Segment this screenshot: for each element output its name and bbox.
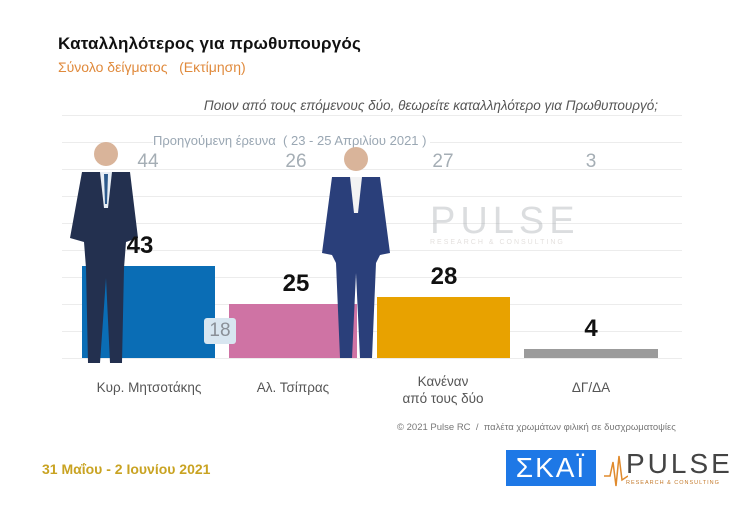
watermark-brand: PULSE [430, 200, 580, 242]
gridline [62, 169, 682, 170]
gridline [62, 115, 682, 116]
previous-survey-label: Προηγούμενη έρευνα ( 23 - 25 Απριλίου 20… [153, 133, 431, 148]
previous-value: 44 [137, 151, 159, 172]
survey-date: 31 Μαΐου - 2 Ιουνίου 2021 [42, 461, 211, 477]
category-label: Κυρ. Μητσοτάκης [96, 380, 202, 395]
survey-question: Ποιον από τους επόμενους δύο, θεωρείτε κ… [203, 98, 658, 113]
copyright-note: © 2021 Pulse RC / παλέτα χρωμάτων φιλική… [397, 422, 676, 433]
value-label: 25 [282, 270, 310, 297]
category-label: Αλ. Τσίπρας [256, 380, 330, 395]
chart-subtitle: Σύνολο δείγματος (Εκτίμηση) [58, 59, 246, 75]
gridline [62, 358, 682, 359]
bar-neither [377, 297, 510, 358]
previous-value: 27 [432, 151, 454, 172]
pulse-logo-tagline: RESEARCH & CONSULTING [626, 480, 720, 486]
value-label: 4 [584, 315, 598, 342]
category-label: ΔΓ/ΔΑ [571, 380, 611, 395]
gap-badge: 18 [204, 318, 236, 344]
tsipras-photo [318, 143, 394, 363]
pulse-watermark: PULSE RESEARCH & CONSULTING [430, 200, 580, 246]
previous-value: 3 [585, 151, 597, 172]
bar-dk-na [524, 349, 658, 358]
watermark-tagline: RESEARCH & CONSULTING [430, 239, 565, 246]
category-label-line1: Κανέναν [417, 374, 469, 389]
previous-value: 26 [285, 151, 307, 172]
pulse-logo-text: PULSE [626, 448, 733, 479]
pulse-logo: PULSE RESEARCH & CONSULTING [604, 448, 730, 490]
bar-tsipras [229, 304, 357, 358]
mitsotakis-photo [64, 138, 144, 368]
value-label: 43 [126, 232, 154, 259]
chart-title: Καταλληλότερος για πρωθυπουργός [58, 34, 362, 53]
pulse-wave-icon [604, 455, 628, 487]
skai-logo: ΣΚΑΪ [506, 450, 596, 486]
value-label: 28 [430, 263, 458, 290]
category-label: Κανέναν από τους δύο [368, 373, 518, 407]
category-label-line2: από τους δύο [402, 391, 484, 406]
